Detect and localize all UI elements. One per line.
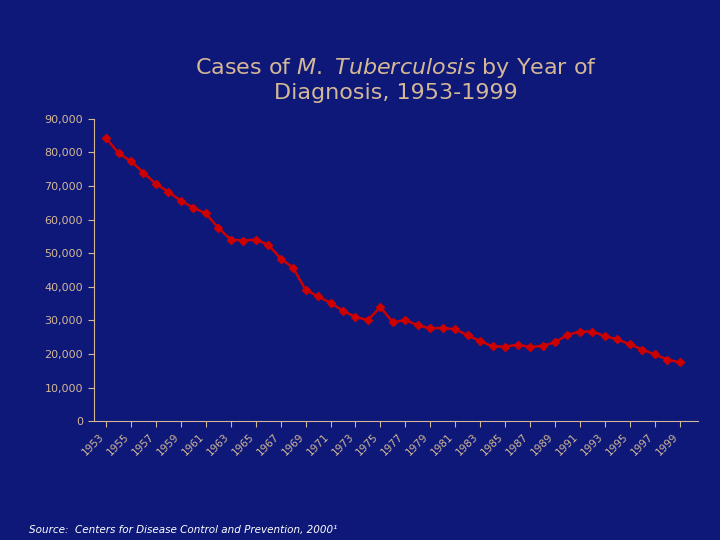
- Title: Cases of $\mathit{M.\ Tuberculosis}$ by Year of
Diagnosis, 1953-1999: Cases of $\mathit{M.\ Tuberculosis}$ by …: [195, 56, 597, 103]
- Text: Source:  Centers for Disease Control and Prevention, 2000¹: Source: Centers for Disease Control and …: [29, 524, 337, 535]
